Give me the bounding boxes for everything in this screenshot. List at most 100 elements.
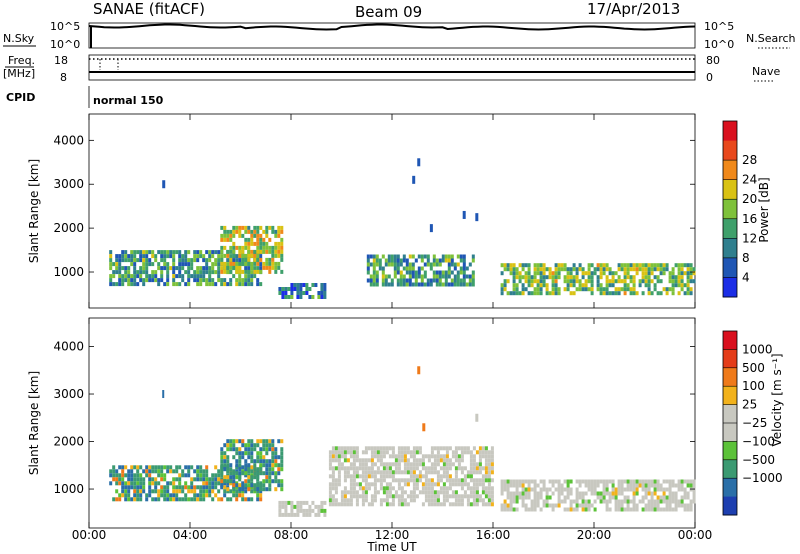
data-cell xyxy=(632,279,636,284)
data-cell xyxy=(590,271,594,276)
nsky-label: N.Sky xyxy=(3,32,35,45)
data-cell xyxy=(235,439,239,444)
data-cell xyxy=(427,490,431,495)
data-cell xyxy=(205,282,209,287)
data-cell xyxy=(445,498,449,503)
data-cell xyxy=(412,486,416,491)
data-cell xyxy=(674,483,678,488)
data-cell xyxy=(367,446,371,451)
data-cell xyxy=(148,258,152,263)
data-cell xyxy=(121,250,125,255)
data-cell xyxy=(238,233,242,238)
data-cell xyxy=(460,458,464,463)
data-cell xyxy=(181,266,185,271)
data-cell xyxy=(578,503,582,508)
data-cell xyxy=(575,287,579,292)
data-cell xyxy=(187,282,191,287)
data-cell xyxy=(442,474,446,479)
data-cell xyxy=(247,467,251,472)
data-cell xyxy=(382,470,386,475)
data-cell xyxy=(418,462,422,467)
data-cell xyxy=(367,458,371,463)
data-cell xyxy=(677,267,681,272)
data-cell xyxy=(366,266,370,271)
data-cell xyxy=(366,278,370,283)
data-cell xyxy=(277,225,281,230)
data-cell xyxy=(424,482,428,487)
data-cell xyxy=(305,508,309,513)
data-cell xyxy=(554,275,558,280)
data-cell xyxy=(671,271,675,276)
data-cell xyxy=(575,503,579,508)
data-cell xyxy=(444,282,448,287)
data-cell xyxy=(471,274,475,279)
data-cell xyxy=(253,483,257,488)
data-cell xyxy=(653,287,657,292)
data-cell xyxy=(575,479,579,484)
data-cell xyxy=(569,507,573,512)
data-cell xyxy=(632,491,636,496)
data-cell xyxy=(662,495,666,500)
data-cell xyxy=(190,266,194,271)
data-cell xyxy=(484,474,488,479)
data-cell xyxy=(602,263,606,268)
data-cell xyxy=(584,503,588,508)
data-cell xyxy=(226,443,230,448)
data-cell xyxy=(644,263,648,268)
data-cell xyxy=(265,447,269,452)
data-cell xyxy=(145,258,149,263)
data-cell xyxy=(124,274,128,279)
data-cell xyxy=(665,287,669,292)
data-cell xyxy=(217,469,221,474)
data-cell xyxy=(551,491,555,496)
data-cell xyxy=(163,465,167,470)
data-cell xyxy=(121,473,125,478)
data-cell xyxy=(205,258,209,263)
data-cell xyxy=(433,498,437,503)
data-cell xyxy=(232,253,236,258)
data-cell xyxy=(235,489,239,494)
data-cell xyxy=(340,462,344,467)
data-cell xyxy=(235,459,239,464)
data-cell xyxy=(256,266,260,271)
data-cell xyxy=(259,447,263,452)
data-cell xyxy=(328,482,332,487)
data-cell xyxy=(328,486,332,491)
data-cell xyxy=(238,229,242,234)
data-cell xyxy=(305,283,309,287)
data-cell xyxy=(352,486,356,491)
data-cell xyxy=(554,503,558,508)
data-cell xyxy=(457,458,461,463)
data-cell xyxy=(542,483,546,488)
data-cell xyxy=(575,275,579,280)
colorbar-segment xyxy=(723,349,737,369)
data-cell xyxy=(226,469,230,474)
data-cell xyxy=(433,454,437,459)
data-cell xyxy=(542,499,546,504)
data-cell xyxy=(536,271,540,276)
data-cell xyxy=(238,487,242,492)
data-cell xyxy=(130,262,134,267)
data-cell xyxy=(623,479,627,484)
data-cell xyxy=(256,439,260,444)
data-cell xyxy=(677,279,681,284)
data-cell xyxy=(689,271,693,276)
data-cell xyxy=(472,482,476,487)
data-cell xyxy=(280,487,284,492)
data-cell xyxy=(671,291,675,296)
data-cell xyxy=(250,455,254,460)
data-cell xyxy=(447,282,451,287)
data-cell xyxy=(656,479,660,484)
data-cell xyxy=(259,471,263,476)
data-cell xyxy=(163,282,167,287)
data-cell xyxy=(566,495,570,500)
data-cell xyxy=(411,274,415,279)
data-cell xyxy=(196,266,200,271)
data-cell xyxy=(475,466,479,471)
data-cell xyxy=(560,267,564,272)
data-cell xyxy=(145,497,149,502)
data-cell xyxy=(668,271,672,276)
data-cell xyxy=(346,458,350,463)
data-cell xyxy=(647,275,651,280)
data-cell xyxy=(334,478,338,483)
